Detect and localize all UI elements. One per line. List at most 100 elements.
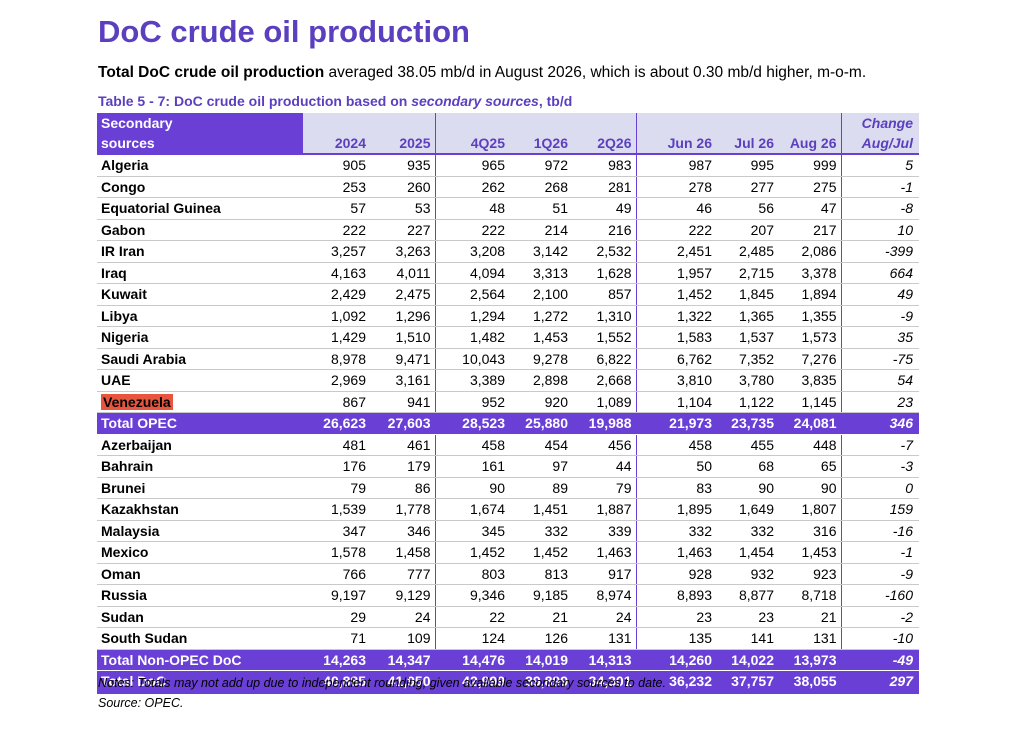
table-row: Algeria 905 935 965 972 983 987 995 999 5 bbox=[97, 154, 919, 177]
header-source-line1: Secondary bbox=[97, 113, 303, 133]
cell-value: 222 bbox=[434, 219, 509, 241]
cell-value: 1,104 bbox=[635, 391, 716, 413]
cell-value: 71 bbox=[303, 627, 370, 650]
row-label: IR Iran bbox=[97, 240, 303, 263]
cell-value: 2,532 bbox=[572, 240, 636, 263]
cell-value: 21 bbox=[778, 606, 841, 628]
row-label-text: Bahrain bbox=[101, 458, 154, 474]
production-table: Secondary Change sources 2024 2025 4Q25 … bbox=[97, 113, 919, 694]
row-label-text: South Sudan bbox=[101, 630, 188, 646]
cell-value: 6,762 bbox=[635, 348, 716, 370]
cell-value: 1,807 bbox=[778, 498, 841, 521]
cell-change: -7 bbox=[840, 434, 919, 456]
cell-value: 281 bbox=[572, 176, 636, 198]
cell-value: 3,263 bbox=[370, 240, 435, 263]
cell-value: 23,735 bbox=[716, 412, 778, 435]
cell-change: -1 bbox=[840, 176, 919, 198]
row-label: Iraq bbox=[97, 262, 303, 284]
cell-value: 3,780 bbox=[716, 369, 778, 392]
table-row: Venezuela 867 941 952 920 1,089 1,104 1,122 1,14… bbox=[97, 391, 919, 413]
row-label: Gabon bbox=[97, 219, 303, 241]
cell-value: 4,163 bbox=[303, 262, 370, 284]
summary-rest: averaged 38.05 mb/d in August 2026, whic… bbox=[324, 64, 867, 81]
cell-value: 867 bbox=[303, 391, 370, 413]
table-row: UAE 2,969 3,161 3,389 2,898 2,668 3,810 3,780 3,… bbox=[97, 369, 919, 392]
cell-value: 13,973 bbox=[778, 649, 841, 671]
header-change-line2: Aug/Jul bbox=[840, 133, 919, 155]
row-label-text: Saudi Arabia bbox=[101, 350, 187, 367]
row-label-text: Oman bbox=[101, 565, 141, 582]
col-header: 2025 bbox=[370, 133, 435, 155]
table-row: Saudi Arabia 8,978 9,471 10,043 9,278 6,822 6,… bbox=[97, 348, 919, 370]
cell-value: 9,346 bbox=[434, 584, 509, 607]
table-notes: Notes: Totals may not add up due to inde… bbox=[98, 676, 666, 690]
cell-value: 4,094 bbox=[434, 262, 509, 284]
cell-value: 1,845 bbox=[716, 283, 778, 306]
cell-change: -10 bbox=[840, 627, 919, 650]
cell-change: -9 bbox=[840, 563, 919, 585]
cell-value: 2,429 bbox=[303, 283, 370, 306]
cell-value: 332 bbox=[635, 520, 716, 542]
cell-change: 54 bbox=[840, 369, 919, 392]
cell-change: 10 bbox=[840, 219, 919, 241]
cell-change: -399 bbox=[840, 240, 919, 263]
cell-value: 14,313 bbox=[572, 649, 636, 671]
cell-value: 207 bbox=[716, 219, 778, 241]
cell-value: 1,778 bbox=[370, 498, 435, 521]
cell-value: 3,313 bbox=[509, 262, 572, 284]
table-row: Malaysia 347 346 345 332 339 332 332 316 -16 bbox=[97, 520, 919, 542]
cell-value: 1,674 bbox=[434, 498, 509, 521]
cell-value: 275 bbox=[778, 176, 841, 198]
row-label-text: Nigeria bbox=[101, 329, 149, 345]
cell-value: 7,352 bbox=[716, 348, 778, 370]
cell-value: 23 bbox=[716, 606, 778, 628]
cell-value: 1,895 bbox=[635, 498, 716, 521]
cell-value: 1,537 bbox=[716, 326, 778, 349]
cell-value: 1,454 bbox=[716, 541, 778, 564]
row-label: Oman bbox=[97, 563, 303, 585]
page-title: DoC crude oil production bbox=[98, 14, 470, 49]
cell-value: 50 bbox=[635, 455, 716, 478]
cell-value: 1,458 bbox=[370, 541, 435, 564]
cell-value: 9,278 bbox=[509, 348, 572, 370]
header-source-line2: sources bbox=[97, 133, 303, 155]
cell-value: 7,276 bbox=[778, 348, 841, 370]
cell-value: 1,539 bbox=[303, 498, 370, 521]
row-label: South Sudan bbox=[97, 627, 303, 650]
cell-value: 79 bbox=[572, 477, 636, 499]
cell-value: 803 bbox=[434, 563, 509, 585]
cell-value: 3,161 bbox=[370, 369, 435, 392]
cell-value: 2,485 bbox=[716, 240, 778, 263]
cell-value: 1,453 bbox=[778, 541, 841, 564]
cell-value: 89 bbox=[509, 477, 572, 499]
cell-value: 1,578 bbox=[303, 541, 370, 564]
cell-value: 24 bbox=[370, 606, 435, 628]
cell-value: 1,452 bbox=[434, 541, 509, 564]
cell-value: 1,089 bbox=[572, 391, 636, 413]
table-row: IR Iran 3,257 3,263 3,208 3,142 2,532 2,451 2,4… bbox=[97, 240, 919, 263]
col-header: Aug 26 bbox=[778, 133, 841, 155]
cell-value: 86 bbox=[370, 477, 435, 499]
cell-change: 346 bbox=[840, 412, 919, 435]
cell-change: -9 bbox=[840, 305, 919, 327]
cell-value: 8,877 bbox=[716, 584, 778, 607]
table-row: Russia 9,197 9,129 9,346 9,185 8,974 8,893 8,87… bbox=[97, 584, 919, 607]
cell-value: 1,429 bbox=[303, 326, 370, 349]
cell-value: 44 bbox=[572, 455, 636, 478]
cell-value: 481 bbox=[303, 434, 370, 456]
cell-value: 905 bbox=[303, 154, 370, 177]
row-label-text: UAE bbox=[101, 372, 131, 388]
table-row: Azerbaijan 481 461 458 454 456 458 455 448 -7 bbox=[97, 434, 919, 456]
cell-value: 38,055 bbox=[778, 670, 841, 694]
cell-value: 3,208 bbox=[434, 240, 509, 263]
col-header: 2Q26 bbox=[572, 133, 636, 155]
cell-value: 935 bbox=[370, 154, 435, 177]
cell-value: 458 bbox=[434, 434, 509, 456]
cell-change: 23 bbox=[840, 391, 919, 413]
cell-value: 1,322 bbox=[635, 305, 716, 327]
cell-value: 461 bbox=[370, 434, 435, 456]
cell-value: 51 bbox=[509, 197, 572, 220]
row-label-text: Total Non-OPEC DoC bbox=[101, 651, 242, 668]
cell-value: 458 bbox=[635, 434, 716, 456]
cell-value: 27,603 bbox=[370, 412, 435, 435]
